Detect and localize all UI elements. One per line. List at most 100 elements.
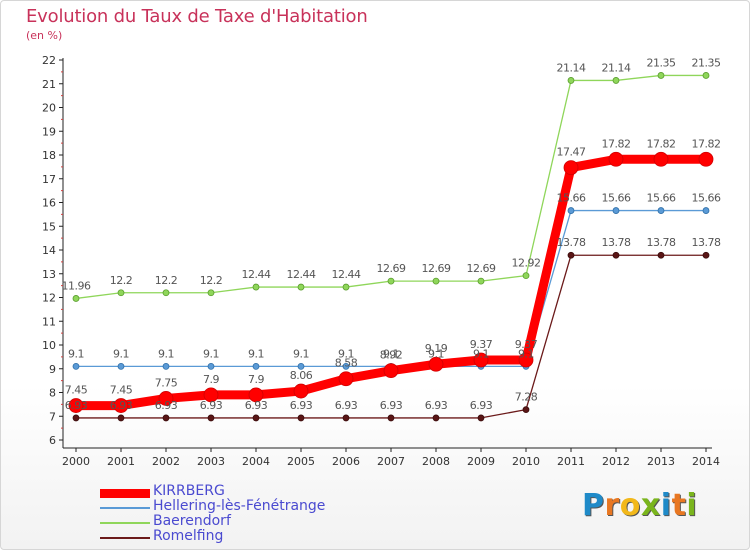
data-point <box>387 277 395 285</box>
y-tick-label: 11 <box>42 315 56 328</box>
data-label: 9.1 <box>113 347 129 360</box>
data-label: 17.82 <box>692 137 721 150</box>
data-point <box>297 362 305 370</box>
y-tick-label: 10 <box>42 339 56 352</box>
data-label: 9.1 <box>473 347 489 360</box>
series-line-Hellering-lès-Fénétrange <box>76 209 706 368</box>
data-label: 15.66 <box>647 192 676 205</box>
data-label: 9.1 <box>428 347 444 360</box>
y-tick-label: 12 <box>42 292 56 305</box>
data-label: 6.93 <box>470 399 493 412</box>
data-point <box>702 251 710 259</box>
data-label: 9.1 <box>203 347 219 360</box>
legend-label: Romelfing <box>153 528 224 544</box>
data-point <box>702 207 710 214</box>
data-label: 12.69 <box>422 262 451 275</box>
y-tick-label: 7 <box>49 410 56 423</box>
data-label: 9.1 <box>383 347 399 360</box>
data-point <box>657 251 665 259</box>
legend-swatch <box>100 522 150 524</box>
data-label: 9.1 <box>518 347 534 360</box>
data-point <box>653 151 669 167</box>
data-label: 12.69 <box>467 262 496 275</box>
data-label: 17.82 <box>602 137 631 150</box>
data-label: 15.66 <box>602 192 631 205</box>
data-point <box>567 207 575 214</box>
y-tick-label: 9 <box>49 363 56 376</box>
data-label: 21.35 <box>692 56 721 69</box>
legend-label: Hellering-lès-Fénétrange <box>153 498 326 514</box>
data-label: 17.47 <box>557 146 586 159</box>
data-label: 12.2 <box>155 274 178 287</box>
y-tick-label: 15 <box>42 220 56 233</box>
data-label: 9.1 <box>293 347 309 360</box>
data-label: 12.92 <box>512 257 541 270</box>
x-tick-label: 2011 <box>557 455 585 468</box>
data-label: 8.06 <box>290 369 313 382</box>
x-tick-label: 2001 <box>107 455 135 468</box>
x-tick-label: 2009 <box>467 455 495 468</box>
data-point <box>117 414 125 422</box>
data-label: 12.2 <box>200 274 223 287</box>
data-point <box>612 207 620 214</box>
data-label: 12.2 <box>110 274 133 287</box>
data-point <box>567 251 575 259</box>
data-label: 6.93 <box>245 399 268 412</box>
y-tick-label: 13 <box>42 268 56 281</box>
x-tick-label: 2006 <box>332 455 360 468</box>
data-point <box>612 251 620 259</box>
data-label: 9.1 <box>68 347 84 360</box>
data-label: 7.75 <box>155 376 178 389</box>
data-point <box>563 160 579 175</box>
legend-label: Baerendorf <box>153 513 231 529</box>
data-point <box>342 283 350 291</box>
x-tick-label: 2005 <box>287 455 315 468</box>
data-point <box>252 362 260 370</box>
data-label: 6.93 <box>290 399 313 412</box>
x-tick-label: 2008 <box>422 455 450 468</box>
data-label: 6.93 <box>425 399 448 412</box>
data-point <box>608 151 624 167</box>
data-point <box>297 414 305 422</box>
logo-letter: x <box>640 488 661 523</box>
data-label: 6.93 <box>110 399 133 412</box>
x-tick-label: 2013 <box>647 455 675 468</box>
y-tick-label: 21 <box>42 78 56 91</box>
data-label: 12.69 <box>377 262 406 275</box>
data-point <box>207 362 215 370</box>
data-point <box>432 414 440 422</box>
data-point <box>72 295 80 302</box>
data-label: 6.93 <box>65 399 88 412</box>
data-point <box>113 398 129 413</box>
data-label: 12.44 <box>287 268 316 281</box>
legend-swatch <box>100 537 150 539</box>
data-point <box>162 414 170 422</box>
data-label: 9.19 <box>425 342 448 355</box>
data-point <box>72 414 80 422</box>
data-label: 7.45 <box>110 384 133 397</box>
y-tick-label: 16 <box>42 197 56 210</box>
y-tick-label: 20 <box>42 102 56 115</box>
data-point <box>342 362 350 370</box>
data-label: 7.28 <box>515 391 538 404</box>
data-point <box>72 362 80 370</box>
data-point <box>657 72 665 79</box>
data-label: 11.96 <box>62 279 91 292</box>
data-point <box>162 289 170 297</box>
data-point <box>207 289 215 297</box>
data-label: 13.78 <box>602 236 631 249</box>
y-tick-label: 14 <box>42 244 56 257</box>
data-point <box>293 383 309 399</box>
data-point <box>252 283 260 291</box>
data-point <box>522 406 530 414</box>
data-point <box>117 362 125 370</box>
data-point <box>297 283 305 291</box>
data-point <box>612 77 620 84</box>
legend-swatch <box>100 507 150 509</box>
data-label: 6.93 <box>200 399 223 412</box>
data-point <box>432 277 440 285</box>
data-label: 21.14 <box>557 61 586 74</box>
data-label: 6.93 <box>335 399 358 412</box>
